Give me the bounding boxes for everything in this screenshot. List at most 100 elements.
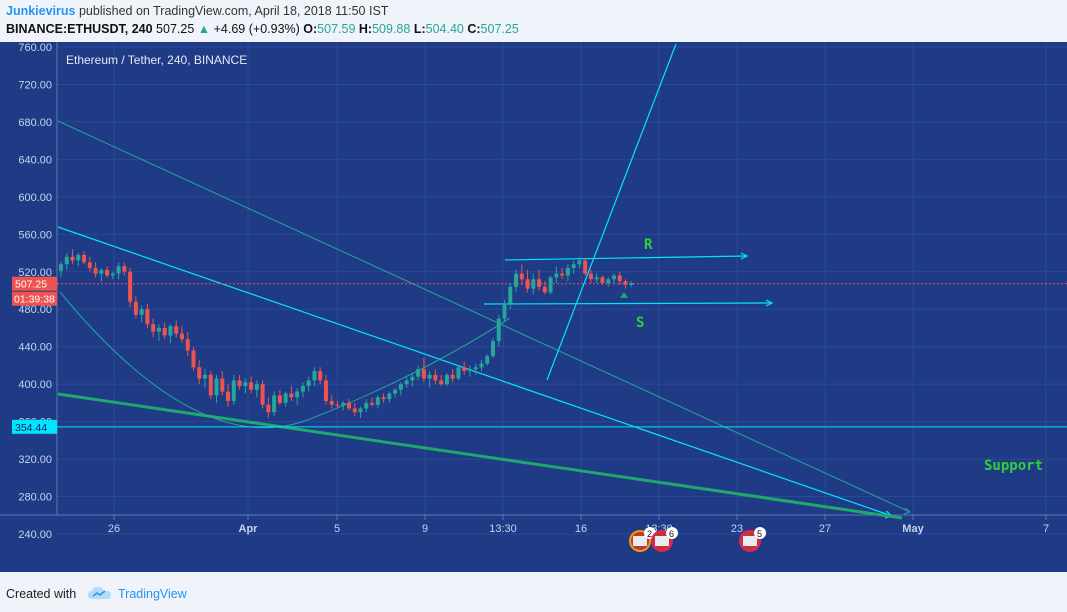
candle-body	[110, 273, 115, 276]
y-tick-label: 720.00	[18, 79, 52, 91]
candle-body	[519, 273, 524, 280]
y-tick-label: 240.00	[18, 529, 52, 541]
candle-body	[179, 333, 184, 340]
y-tick-label: 280.00	[18, 492, 52, 504]
resistance-arrow	[740, 252, 749, 260]
symbol-label: BINANCE:ETHUSDT, 240	[6, 22, 153, 36]
steep-trendline[interactable]	[546, 43, 677, 381]
candle-body	[82, 254, 87, 263]
y-tick-label: 520.00	[18, 267, 52, 279]
candle-body	[323, 380, 328, 402]
x-tick-label: 26	[108, 523, 120, 535]
support-short-label: S	[636, 315, 644, 331]
x-tick-label: 27	[819, 523, 831, 535]
rounding-bottom-arc[interactable]	[59, 291, 511, 429]
candle-body	[300, 386, 305, 392]
candle-body	[231, 380, 236, 402]
candle-body	[370, 402, 375, 405]
candle-body	[329, 401, 334, 405]
candle-body	[203, 374, 207, 379]
x-tick-label: 16	[575, 523, 587, 535]
us-flag-stripes-icon	[743, 536, 757, 546]
published-text: published on TradingView.com, April 18, …	[78, 4, 389, 18]
candle-body	[318, 371, 323, 381]
candle-body	[421, 369, 426, 379]
candle-body	[226, 391, 231, 402]
candle-body	[531, 279, 536, 289]
candle-body	[237, 380, 242, 387]
x-tick-label: Apr	[239, 523, 259, 535]
price-chart[interactable]: 760.00 720.00 680.00 640.00 600.00 560.00 520.…	[0, 42, 1067, 572]
author-link[interactable]: Junkievirus	[6, 4, 76, 18]
us-flag-stripes-icon	[655, 536, 669, 546]
support-line[interactable]	[483, 302, 773, 305]
candle-body	[571, 264, 576, 269]
y-tick-label: 480.00	[18, 304, 52, 316]
upper-trendline[interactable]	[57, 120, 911, 513]
event-marker-3[interactable]: 5	[739, 527, 766, 552]
y-tick-label: 560.00	[18, 229, 52, 241]
candle-body	[467, 369, 472, 372]
candle-body	[59, 264, 63, 271]
candle-body	[122, 266, 127, 272]
candle-body	[381, 397, 386, 400]
x-tick-label: 13:30	[489, 523, 517, 535]
low-value: 504.40	[425, 22, 464, 36]
candle-body	[358, 408, 363, 413]
open-label: O:	[303, 22, 318, 36]
quote-line: BINANCE:ETHUSDT, 240 507.25 ▲ +4.69 (+0.…	[6, 22, 519, 36]
candle-body	[450, 374, 455, 379]
candle-body	[335, 404, 340, 406]
event-count: 2	[647, 529, 652, 539]
candle-body	[128, 271, 133, 302]
candle-body	[456, 367, 461, 379]
candle-body	[623, 281, 628, 285]
y-tick-label: 600.00	[18, 192, 52, 204]
support-line-arrow	[765, 299, 774, 307]
y-tick-label: 680.00	[18, 117, 52, 129]
x-tick-label: 7	[1043, 523, 1049, 535]
candle-body	[266, 404, 271, 413]
candle-body	[606, 279, 611, 284]
candle-body	[156, 327, 161, 332]
candle-body	[537, 279, 542, 287]
candle-body	[565, 268, 570, 276]
candle-body	[162, 327, 167, 336]
candle-body	[554, 273, 559, 278]
candle-body	[393, 389, 398, 394]
level-badge	[12, 419, 57, 434]
event-count-badge	[666, 527, 678, 539]
candle-body	[243, 382, 248, 387]
footer: Created with TradingView	[0, 578, 1067, 612]
candle-body	[289, 393, 294, 398]
candle-body	[398, 384, 403, 390]
price-badge-text: 507.25	[15, 279, 47, 291]
candle-body	[588, 273, 593, 280]
candle-body	[617, 275, 622, 282]
candle-body	[542, 286, 547, 293]
candle-body	[416, 369, 421, 377]
chart-area[interactable]: 760.00 720.00 680.00 640.00 600.00 560.00 520.…	[0, 42, 1067, 572]
last-price: 507.25	[156, 22, 195, 36]
y-axis-panel	[0, 42, 57, 572]
candle-body	[272, 395, 277, 413]
created-with-label: Created with	[6, 587, 77, 601]
tradingview-link[interactable]: TradingView	[118, 587, 187, 601]
event-marker-1[interactable]: 2	[629, 527, 656, 552]
y-tick-label: 400.00	[18, 379, 52, 391]
event-count: 6	[669, 529, 674, 539]
candle-body	[99, 269, 104, 274]
candle-body	[410, 376, 415, 381]
support-trendline[interactable]	[57, 392, 903, 520]
close-value: 507.25	[480, 22, 519, 36]
resistance-line[interactable]	[504, 255, 748, 261]
falling-wedge-line[interactable]	[57, 226, 893, 517]
tradingview-cloud-icon[interactable]	[87, 585, 113, 601]
header: Junkievirus published on TradingView.com…	[0, 0, 1067, 42]
support-zone-label: Support	[984, 458, 1043, 474]
chart-background	[0, 42, 1067, 572]
event-marker-2[interactable]: 6	[651, 527, 678, 552]
candle-body	[208, 374, 213, 396]
candle-body	[583, 260, 588, 274]
candle-body	[116, 266, 121, 274]
